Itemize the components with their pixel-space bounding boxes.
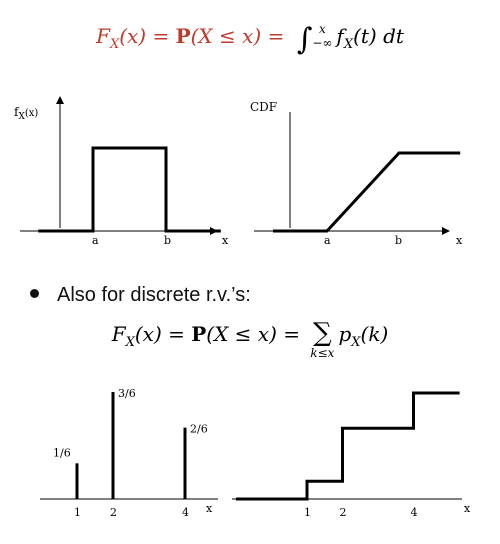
cdf-definition-red: FX(x) = P(X ≤ x) = — [96, 24, 291, 52]
step-cdf-tick-label: 1 — [304, 506, 311, 519]
sum-lower-limit: k≤x — [310, 346, 335, 360]
bullet-dot-icon — [30, 289, 39, 299]
formula-prob: P — [175, 24, 191, 48]
formula-lhs: F — [111, 322, 126, 346]
pdf-tick-label-a: a — [92, 234, 99, 247]
integral-expression: ∫ x −∞ fX(t) dt — [291, 21, 404, 58]
formula-prob: P — [191, 322, 207, 346]
sum-term-sub: X — [351, 335, 361, 350]
pmf-tick-label: 1 — [74, 506, 81, 519]
pmf-tick-label: 4 — [182, 506, 189, 519]
formula-lhs-arg: (x) = — [119, 24, 176, 48]
cdf-discrete-formula: FX(x) = P(X ≤ x) = ∑ k≤x pX(k) — [0, 318, 500, 362]
pmf-data-label: 1/6 — [53, 446, 71, 459]
step-cdf-tick-labels: 1 2 4 — [304, 506, 418, 519]
pdf-curve — [38, 146, 221, 233]
step-cdf-tick-label: 4 — [411, 506, 418, 519]
pmf-tick-label: 2 — [110, 506, 117, 519]
cdf-x-arrow-icon — [442, 227, 450, 235]
integrand-arg: (t) dt — [353, 24, 404, 48]
sum-term-arg: (k) — [360, 322, 389, 346]
cdf-curve — [273, 151, 461, 233]
pdf-y-arrow-icon — [56, 96, 64, 104]
step-cdf-plot: 1 2 4 x — [232, 391, 471, 519]
integral-sign: ∫ — [296, 22, 313, 57]
pmf-plot: 1/6 1 3/6 2 2/6 4 x — [40, 387, 218, 519]
sum-term: p — [338, 322, 352, 346]
pdf-x-label: x — [222, 234, 229, 247]
formula-prob-arg: (X ≤ x) = — [190, 24, 285, 48]
formula-lhs: F — [96, 24, 110, 48]
cdf-y-label: CDF — [250, 100, 277, 114]
integral-lower-limit: −∞ — [312, 35, 333, 50]
integral-upper-limit: x — [318, 21, 326, 36]
bullet-text: Also for discrete r.v.’s: — [57, 284, 251, 306]
cdf-tick-label-a: a — [324, 234, 331, 247]
formula-lhs-sub: X — [109, 37, 120, 52]
cdf-continuous-formula: FX(x) = P(X ≤ x) = ∫ x −∞ fX(t) dt — [0, 21, 500, 58]
pmf-data-label: 2/6 — [190, 423, 208, 436]
pmf-data-label: 3/6 — [118, 387, 136, 400]
cdf-tick-label-b: b — [395, 234, 402, 247]
sum-sign: ∑ — [313, 318, 332, 348]
pdf-tick-label-b: b — [164, 234, 171, 247]
step-cdf-x-label: x — [464, 502, 471, 515]
cdf-plot: CDF a b x — [250, 100, 463, 247]
cdf-x-label: x — [456, 234, 463, 247]
pmf-x-label: x — [206, 502, 213, 515]
integrand: f — [336, 24, 344, 48]
pmf-stems: 1/6 1 3/6 2 2/6 4 — [53, 387, 208, 519]
pdf-y-label: fX(x) — [14, 105, 38, 122]
integrand-sub: X — [343, 37, 354, 52]
step-cdf-tick-label: 2 — [340, 506, 347, 519]
formula-prob-arg: (X ≤ x) = — [206, 322, 300, 346]
formula-lhs-arg: (x) = — [134, 322, 192, 346]
continuous-plots: fX(x) a b x CDF a b x — [14, 96, 463, 247]
bullet-item: Also for discrete r.v.’s: — [30, 284, 251, 307]
formula-lhs-sub: X — [125, 335, 135, 350]
pdf-plot: fX(x) a b x — [14, 96, 229, 247]
step-cdf-curve — [236, 391, 460, 501]
